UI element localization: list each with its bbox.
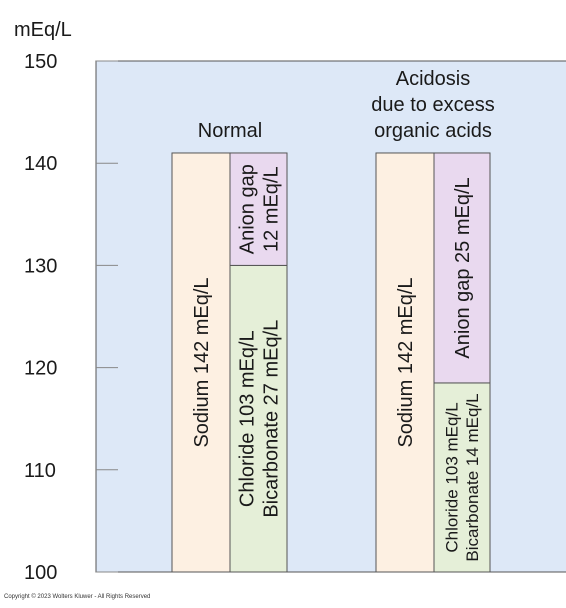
group-title: Acidosis [396, 68, 470, 90]
plot-area [95, 60, 566, 573]
y-tick-label: 150 [24, 51, 57, 73]
bar-segment-label: Anion gap [237, 164, 259, 254]
bar-segment-label: Chloride 103 mEq/L [443, 402, 462, 552]
group-title: organic acids [374, 120, 492, 142]
group-title: due to excess [371, 94, 494, 116]
bar-segment-label: Bicarbonate 14 mEq/L [463, 393, 482, 561]
y-tick-label: 120 [24, 358, 57, 380]
y-tick-label: 110 [24, 460, 56, 482]
bar-segment-anion-gap [229, 152, 288, 266]
bar-segment-label: Bicarbonate 27 mEq/L [261, 320, 283, 518]
bar-segment-label: Sodium 142 mEq/L [395, 277, 417, 447]
bar-segment-label: Sodium 142 mEq/L [191, 277, 213, 447]
bar-segment-label: 12 mEq/L [261, 166, 283, 252]
bar-segment-anion-gap [433, 152, 491, 384]
bar-segment-chloride-bicarbonate [229, 264, 288, 573]
y-axis-label: mEq/L [14, 19, 72, 41]
bar-segment-sodium [375, 152, 435, 573]
y-tick-label: 140 [24, 153, 57, 175]
bar-segment-label: Anion gap 25 mEq/L [452, 177, 474, 358]
copyright-notice: Copyright © 2023 Wolters Kluwer - All Ri… [4, 594, 151, 600]
y-tick-label: 130 [24, 255, 57, 277]
bar-segment-sodium [171, 152, 231, 573]
bar-segment-label: Chloride 103 mEq/L [237, 330, 259, 507]
y-tick-label: 100 [24, 562, 57, 584]
group-title: Normal [198, 120, 262, 142]
bar-segment-chloride-bicarbonate [433, 382, 491, 573]
